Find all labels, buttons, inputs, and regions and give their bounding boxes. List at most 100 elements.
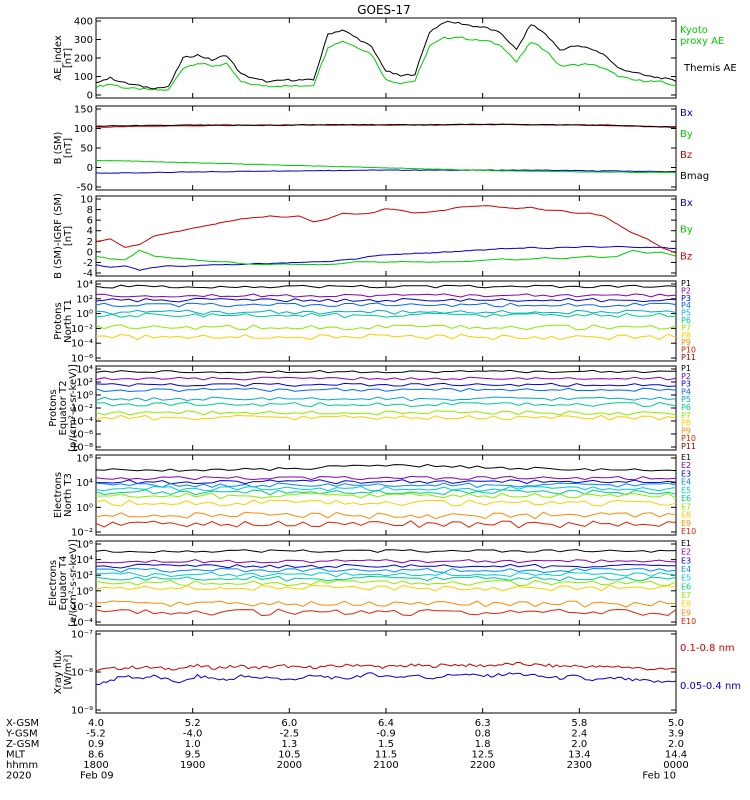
- y-tick-label: 10⁻⁴: [71, 417, 93, 428]
- y-tick-label: 400: [74, 17, 93, 28]
- legend-channel-P9: P9: [681, 426, 691, 435]
- y-axis-label: AE_index[nT]: [53, 35, 74, 81]
- panel-5: 10⁴10²10⁰10⁻²10⁻⁴10⁻⁶10⁻⁸ProtonsEquator …: [48, 364, 696, 454]
- legend-channel-E1: E1: [681, 539, 691, 548]
- series-line-P5: [95, 396, 677, 402]
- legend-label: 0.1-0.8 nm: [680, 643, 735, 654]
- y-tick-label: 200: [74, 54, 93, 65]
- y-tick-label: 0: [87, 91, 93, 102]
- legend-channel-P3: P3: [681, 380, 691, 389]
- y-axis-label: B (SM)[nT]: [53, 131, 74, 164]
- footer-value: 0000: [663, 760, 688, 771]
- series-line-E10: [95, 520, 677, 529]
- legend-channel-E10: E10: [681, 527, 696, 536]
- series-line-E8: [95, 584, 677, 592]
- legend-channel-P5: P5: [681, 309, 691, 318]
- footer-value: Feb 09: [80, 771, 114, 782]
- footer-value: 2000: [277, 760, 302, 771]
- legend-channel-P3: P3: [681, 294, 691, 303]
- y-axis-label-line: Xray flux: [53, 650, 64, 695]
- legend-label: Bx: [680, 198, 693, 209]
- y-axis-label-line: [e/(cm²-s-sr-keV)]: [68, 539, 79, 627]
- footer-value: 6.0: [281, 718, 297, 729]
- series-line-P8: [95, 333, 677, 341]
- footer-row-label: MLT: [6, 750, 26, 761]
- series-line-P5: [95, 309, 677, 315]
- series-line-E4: [95, 567, 677, 573]
- legend-channel-P6: P6: [681, 403, 691, 412]
- footer-value: -2.5: [280, 729, 300, 740]
- legend-label-line: proxy AE: [680, 36, 724, 47]
- y-tick-label: 10⁴: [76, 478, 93, 489]
- footer-value: 2.0: [571, 739, 587, 750]
- y-axis-label-line: [nT]: [63, 48, 74, 68]
- footer-value: 13.4: [568, 750, 590, 761]
- y-axis-label-line: AE_index: [53, 35, 64, 81]
- footer-value: 1900: [180, 760, 205, 771]
- y-tick-label: 10⁻²: [71, 324, 93, 335]
- legend-channel-E3: E3: [681, 556, 691, 565]
- legend-channel-E6: E6: [681, 494, 691, 503]
- legend-channel-P4: P4: [681, 387, 691, 396]
- footer-value: 3.9: [668, 729, 684, 740]
- y-tick-label: 10²: [76, 378, 93, 389]
- series-line-E3: [95, 563, 676, 569]
- y-tick-label: 10⁻⁸: [71, 668, 93, 679]
- legend-channel-P7: P7: [681, 323, 691, 332]
- legend-channel-P1: P1: [681, 364, 691, 373]
- series-line-Bz: [95, 205, 677, 254]
- y-axis-label: ProtonsEquator T2[p/(cm²-s-sr-keV)]: [48, 364, 79, 452]
- series-line-Bmag: [95, 123, 676, 128]
- y-tick-label: 10⁻⁷: [71, 630, 93, 641]
- y-axis-label: B (SM)-IGRF (SM)[nT]: [53, 193, 74, 279]
- y-axis-label: ProtonsNorth T1: [53, 299, 74, 343]
- y-axis-label-line: Electrons: [48, 560, 59, 606]
- y-tick-label: 2: [87, 237, 93, 248]
- series-line-E5: [95, 485, 677, 492]
- y-tick-label: 10⁴: [76, 365, 93, 376]
- footer-value: 5.2: [185, 718, 201, 729]
- series-line-By: [95, 249, 677, 266]
- legend-label: Bz: [680, 150, 692, 161]
- series-line-E8: [95, 499, 677, 507]
- legend-channel-E2: E2: [681, 548, 691, 557]
- series-line-E6: [95, 575, 677, 582]
- panel-2: 150 100 50 0 -50 B (SM)[nT] Bx By Bz Bmag: [53, 105, 709, 194]
- series-line-E9: [95, 600, 677, 608]
- y-tick-label: 10⁸: [76, 454, 93, 465]
- y-tick-label: 10⁰: [76, 503, 93, 514]
- legend-channel-P8: P8: [681, 331, 691, 340]
- footer-value: 6.4: [378, 718, 394, 729]
- footer-value: 14.4: [665, 750, 687, 761]
- footer-value: 11.5: [375, 750, 397, 761]
- series-line-P3: [95, 382, 677, 387]
- y-axis-label-line: Equator T4: [58, 556, 69, 611]
- y-tick-label: 10⁰: [76, 309, 93, 320]
- series-line-P1: [95, 284, 677, 289]
- y-tick-label: 0: [87, 163, 93, 174]
- legend-channel-P11: P11: [681, 442, 696, 451]
- series-line-P4: [95, 387, 677, 393]
- legend: Bx By Bz Bmag: [680, 108, 709, 182]
- y-tick-label: 10⁰: [76, 586, 93, 597]
- series-line-Kyoto-proxy-AE: [95, 36, 677, 91]
- y-axis-label-line: B (SM)-IGRF (SM): [53, 193, 64, 279]
- legend-channel-P11: P11: [681, 353, 696, 362]
- footer-value: 1.0: [185, 739, 201, 750]
- footer-value: 1.3: [281, 739, 297, 750]
- y-tick-label: 10⁴: [76, 555, 93, 566]
- legend-channel-E5: E5: [681, 574, 691, 583]
- panel-1: 400 300 200 100 0 AE_index[nT] Kyoto proxy AE Th…: [53, 17, 737, 102]
- series-line-E2: [95, 475, 677, 481]
- footer-value: 12.5: [472, 750, 494, 761]
- series-line-E4: [95, 482, 677, 488]
- footer-value: 9.5: [185, 750, 201, 761]
- legend-channel-P6: P6: [681, 316, 691, 325]
- series-line-P6: [95, 312, 676, 319]
- footer-value: 5.0: [668, 718, 684, 729]
- series-line-P7: [95, 324, 677, 331]
- legend-channel-E8: E8: [681, 600, 691, 609]
